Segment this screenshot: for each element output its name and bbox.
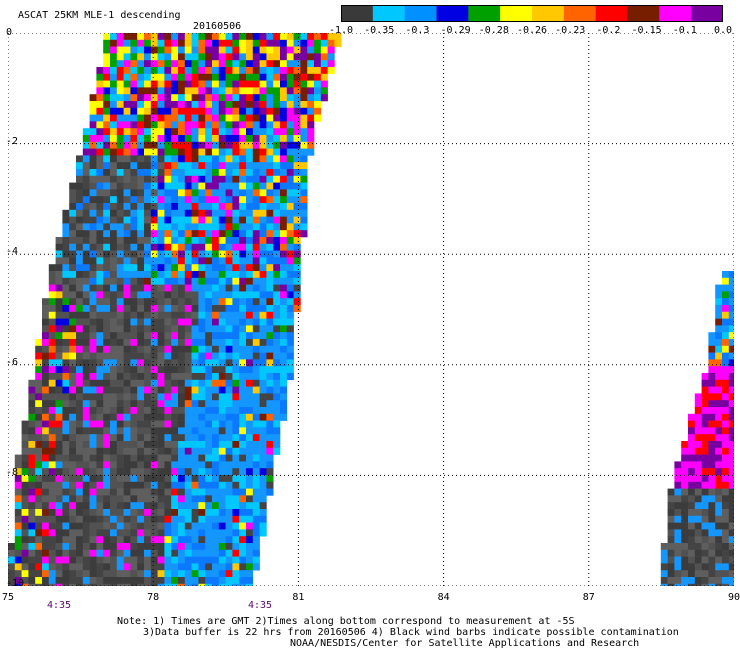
latitude-tick-label: -6: [6, 356, 19, 368]
colorbar-swatch: [468, 5, 501, 22]
colorbar-label: 0.0: [713, 25, 733, 36]
colorbar-swatch: [659, 5, 692, 22]
colorbar-label: -0.23: [555, 25, 586, 36]
colorbar-label: -0.29: [440, 25, 471, 36]
colorbar-label: -0.2: [596, 25, 621, 36]
colorbar-swatch: [563, 5, 597, 22]
latitude-tick-label: 0: [6, 27, 13, 38]
latitude-tick-label: -2: [6, 135, 19, 147]
colorbar-swatch: [627, 5, 660, 22]
longitude-tick-label: 90: [727, 592, 740, 603]
latitude-tick-label: -10: [6, 578, 25, 589]
colorbar-label: -0.1: [672, 25, 697, 36]
colorbar-label: -0.28: [478, 25, 509, 36]
note-line-1: Note: 1) Times are GMT 2)Times along bot…: [117, 616, 575, 627]
colorbar-label: -1.0: [328, 25, 354, 36]
colorbar-swatch: [691, 5, 723, 22]
note-line-2: 3)Data buffer is 22 hrs from 20160506 4)…: [143, 627, 679, 638]
colorbar-swatch: [404, 5, 437, 22]
colorbar: [341, 5, 723, 22]
time-label: 4:35: [247, 600, 273, 611]
latitude-tick-label: -4: [6, 246, 19, 258]
colorbar-label: -0.15: [631, 25, 662, 36]
map-plot-area: [8, 33, 734, 586]
longitude-tick-label: 81: [292, 592, 305, 603]
colorbar-label: -0.26: [516, 25, 548, 36]
longitude-tick-label: 78: [147, 592, 160, 603]
colorbar-swatch: [436, 5, 469, 22]
longitude-tick-label: 87: [582, 592, 595, 603]
note-line-3: NOAA/NESDIS/Center for Satellite Applica…: [290, 638, 640, 649]
colorbar-swatch: [372, 5, 406, 22]
colorbar-swatch: [500, 5, 533, 22]
map-title: ASCAT 25KM MLE-1 descending: [18, 10, 181, 21]
longitude-tick-label: 75: [1, 592, 15, 603]
map-date: 20160506: [193, 21, 242, 32]
colorbar-swatch: [532, 5, 565, 22]
time-label: 4:35: [46, 600, 72, 611]
colorbar-swatch: [341, 5, 374, 22]
latitude-tick-label: -8: [6, 467, 19, 479]
colorbar-swatch: [595, 5, 628, 22]
colorbar-label: -0.35: [364, 25, 395, 36]
longitude-tick-label: 84: [437, 592, 450, 603]
colorbar-label: -0.3: [405, 25, 430, 36]
